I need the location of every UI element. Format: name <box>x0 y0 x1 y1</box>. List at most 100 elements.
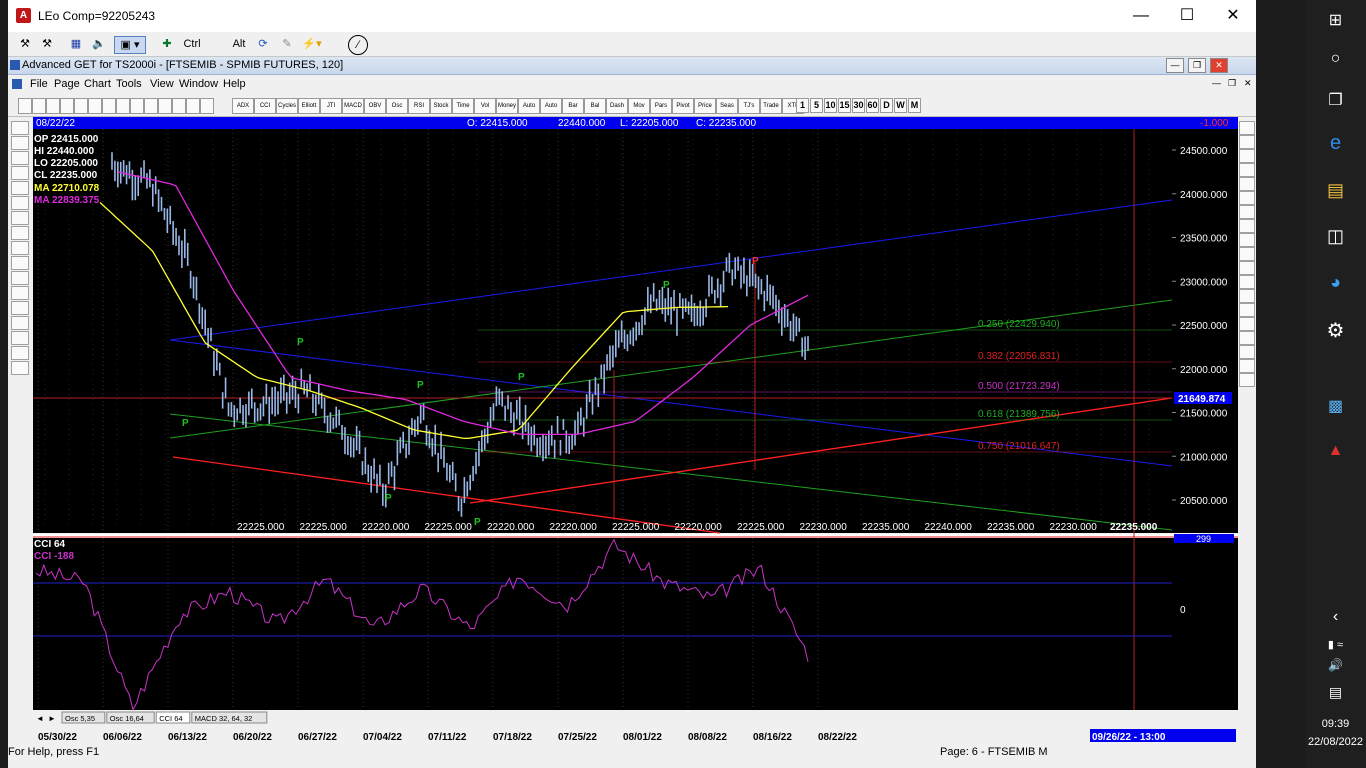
osc-tab[interactable] <box>155 711 191 724</box>
osc-tab-label[interactable]: Osc 5,35 <box>65 714 95 723</box>
volume-icon[interactable]: 🔊 <box>1328 658 1343 672</box>
study-button[interactable]: Pars Grid <box>650 98 672 114</box>
refresh-icon[interactable]: ⟳ <box>258 38 268 50</box>
study-button[interactable]: Price Out <box>694 98 716 114</box>
app-tile-icon[interactable]: ▩ <box>1327 398 1344 415</box>
chart-tool-icon[interactable] <box>1239 177 1255 191</box>
menu-help[interactable]: Help <box>223 78 246 90</box>
chevron-left-icon[interactable]: ‹ <box>1332 608 1339 625</box>
study-button[interactable]: Vol <box>474 98 496 114</box>
study-button[interactable]: MACD <box>342 98 364 114</box>
file-tool-button[interactable] <box>74 98 88 114</box>
chart-tool-icon[interactable] <box>1239 289 1255 303</box>
osc-tab[interactable] <box>61 711 106 724</box>
chart-tool-icon[interactable] <box>1239 191 1255 205</box>
timeframe-button[interactable]: 5 <box>810 98 823 113</box>
drawing-tool-icon[interactable] <box>11 331 29 345</box>
menu-tools[interactable]: Tools <box>116 78 142 90</box>
clock-time[interactable]: 09:39 <box>1321 718 1350 730</box>
chart-tool-icon[interactable] <box>1239 163 1255 177</box>
study-button[interactable]: Time Stat <box>452 98 474 114</box>
study-button[interactable]: RSI <box>408 98 430 114</box>
ctrl-button[interactable]: Ctrl <box>183 38 201 50</box>
study-button[interactable]: ADX DMI <box>232 98 254 114</box>
file-tool-button[interactable] <box>158 98 172 114</box>
advget-taskbar-icon[interactable]: ▲ <box>1327 442 1344 459</box>
study-button[interactable]: Pivot <box>672 98 694 114</box>
file-tool-button[interactable] <box>172 98 186 114</box>
file-tool-button[interactable] <box>200 98 214 114</box>
osc-tab[interactable] <box>106 711 155 724</box>
mdi-min[interactable]: — <box>1212 78 1221 88</box>
clock-date[interactable]: 22/08/2022 <box>1307 736 1364 748</box>
study-button[interactable]: OBV <box>364 98 386 114</box>
drawing-tool-icon[interactable] <box>11 181 29 195</box>
file-tool-button[interactable] <box>46 98 60 114</box>
chart-tool-icon[interactable] <box>1239 317 1255 331</box>
drawing-tool-icon[interactable] <box>11 301 29 315</box>
mdi-restore[interactable]: ❐ <box>1228 78 1237 88</box>
close-icon[interactable]: ✕ <box>1226 7 1240 24</box>
drawing-tool-icon[interactable] <box>11 136 29 150</box>
study-button[interactable]: Osc <box>386 98 408 114</box>
doc-restore-icon[interactable]: ❐ <box>1188 58 1206 73</box>
chart-tool-icon[interactable] <box>1239 135 1255 149</box>
timeframe-button[interactable]: 15 <box>838 98 851 113</box>
doc-close-icon[interactable]: ✕ <box>1210 58 1228 73</box>
file-tool-button[interactable] <box>186 98 200 114</box>
drawing-tool-icon[interactable] <box>11 226 29 240</box>
osc-tab-label[interactable]: Osc 16,64 <box>110 714 144 723</box>
monitor-dropdown[interactable]: ▣ ▾ <box>114 36 146 54</box>
file-tool-button[interactable] <box>116 98 130 114</box>
timeframe-button[interactable]: 1 <box>796 98 809 113</box>
chart-tool-icon[interactable] <box>1239 261 1255 275</box>
chart-tool-icon[interactable] <box>1239 373 1255 387</box>
drawing-tool-icon[interactable] <box>11 316 29 330</box>
chart-tool-icon[interactable] <box>1239 359 1255 373</box>
drawing-tool-icon[interactable] <box>11 196 29 210</box>
chart-tool-icon[interactable] <box>1239 345 1255 359</box>
timeframe-button[interactable]: 10 <box>824 98 837 113</box>
crosshair-icon[interactable]: ✚ <box>162 38 172 50</box>
notification-icon[interactable]: ▤ <box>1328 684 1343 700</box>
pen-icon[interactable]: ✎ <box>282 38 292 50</box>
menu-file[interactable]: File <box>30 78 48 90</box>
drawing-tool-icon[interactable] <box>11 211 29 225</box>
edge-icon[interactable]: e <box>1329 132 1342 154</box>
tab-prev-icon[interactable]: ◄ <box>36 714 44 723</box>
study-button[interactable]: Auto Gann <box>518 98 540 114</box>
speaker-icon[interactable]: 🔈 <box>92 38 106 50</box>
timeframe-button[interactable]: W <box>894 98 907 113</box>
tool-icon-2[interactable]: ⚒ <box>42 38 52 50</box>
study-button[interactable]: Seas Anal <box>716 98 738 114</box>
study-button[interactable]: Auto Fibs <box>540 98 562 114</box>
study-button[interactable]: Stock <box>430 98 452 114</box>
drawing-tool-icon[interactable] <box>11 271 29 285</box>
study-button[interactable]: CCI <box>254 98 276 114</box>
menu-page[interactable]: Page <box>54 78 80 90</box>
study-button[interactable]: Money Flow <box>496 98 518 114</box>
chart-tool-icon[interactable] <box>1239 149 1255 163</box>
store-icon[interactable]: ◫ <box>1326 226 1344 246</box>
file-tool-button[interactable] <box>88 98 102 114</box>
clock-icon[interactable]: ∕ <box>348 35 368 55</box>
chart-tool-icon[interactable] <box>1239 219 1255 233</box>
osc-tab[interactable] <box>191 711 268 724</box>
chart-tool-icon[interactable] <box>1239 121 1255 135</box>
tray-icons[interactable]: ▮ ≈ <box>1327 639 1344 651</box>
drawing-tool-icon[interactable] <box>11 256 29 270</box>
drawing-tool-icon[interactable] <box>11 121 29 135</box>
book-icon[interactable]: ▦ <box>70 38 82 50</box>
study-button[interactable]: Bar <box>562 98 584 114</box>
menu-view[interactable]: View <box>150 78 174 90</box>
timeframe-button[interactable]: 60 <box>866 98 879 113</box>
file-tool-button[interactable] <box>32 98 46 114</box>
chart-tool-icon[interactable] <box>1239 205 1255 219</box>
study-button[interactable]: Mov Ave <box>628 98 650 114</box>
study-button[interactable]: Cycles <box>276 98 298 114</box>
study-button[interactable]: Bal Band <box>584 98 606 114</box>
study-button[interactable]: Elliott Osc <box>298 98 320 114</box>
timeframe-button[interactable]: D <box>880 98 893 113</box>
chart-tool-icon[interactable] <box>1239 275 1255 289</box>
